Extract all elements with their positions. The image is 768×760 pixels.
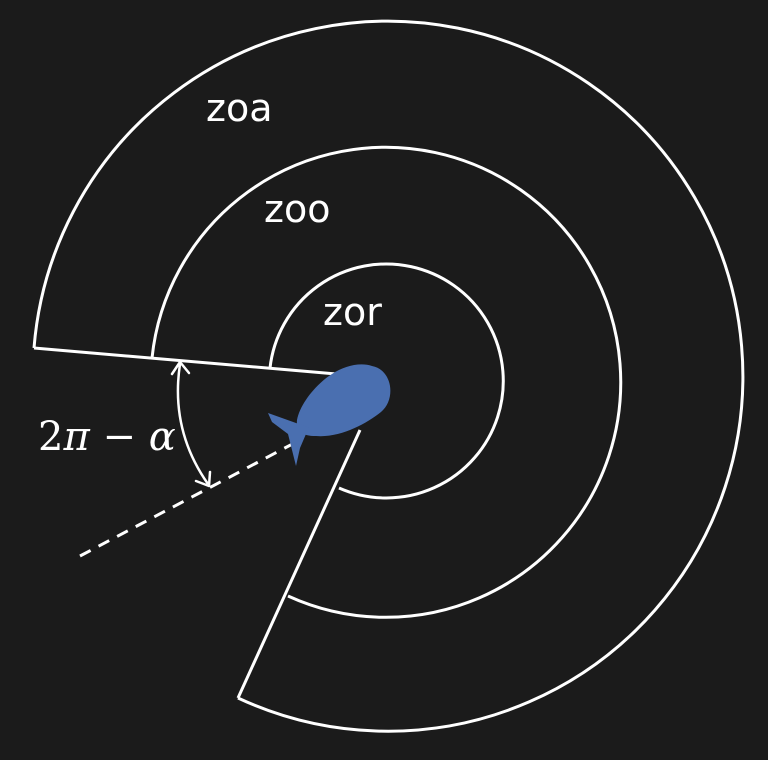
zone-of-orientation-label: zoo [264, 187, 330, 231]
zone-of-attraction-arc [32, 19, 745, 733]
blind-angle-label: 2π − α [38, 414, 176, 460]
angle-arc [176, 363, 210, 485]
angle-arrowhead-bottom [194, 470, 212, 488]
zone-of-attraction-label: zoa [206, 86, 272, 130]
blind-zone-lower-boundary [236, 429, 362, 699]
zone-of-repulsion-label: zor [323, 290, 382, 334]
angle-label-pi: π [62, 414, 90, 460]
angle-label-minus: − [90, 414, 149, 460]
zone-of-orientation-arc [150, 145, 623, 619]
angle-label-alpha: α [149, 414, 176, 460]
zone-of-repulsion-arc [268, 262, 505, 500]
fish-icon [268, 364, 391, 466]
angle-arrowhead-top [170, 360, 191, 376]
angle-label-prefix: 2 [38, 414, 63, 460]
blind-zone-upper-boundary [33, 346, 349, 377]
